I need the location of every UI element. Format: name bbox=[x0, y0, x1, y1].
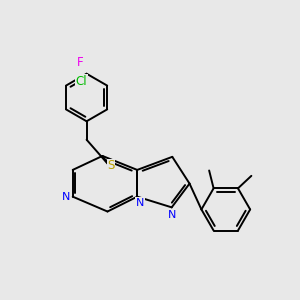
Text: Cl: Cl bbox=[76, 75, 87, 88]
Text: S: S bbox=[107, 160, 115, 172]
Text: F: F bbox=[77, 56, 83, 69]
Text: N: N bbox=[136, 198, 144, 208]
Text: N: N bbox=[62, 192, 70, 202]
Text: N: N bbox=[168, 210, 176, 220]
